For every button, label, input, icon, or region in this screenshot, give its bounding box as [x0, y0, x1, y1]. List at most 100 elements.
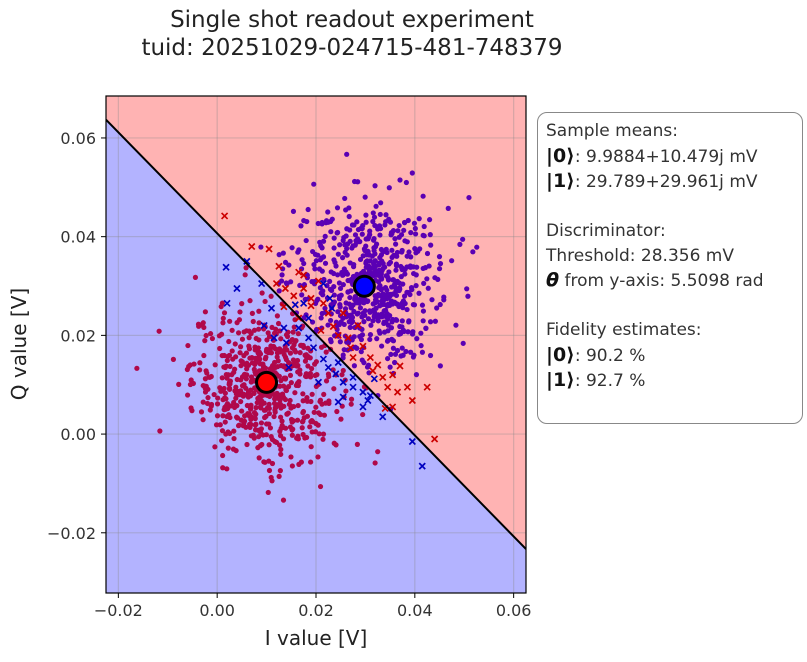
- data-point-state1: [389, 319, 395, 325]
- cross-stroke: [304, 334, 313, 342]
- decision-boundary: [106, 118, 526, 550]
- data-point-state1: [359, 314, 365, 320]
- data-point-state0: [348, 396, 355, 402]
- data-point-state0: [283, 356, 289, 363]
- data-point-state1: [289, 245, 295, 251]
- data-point-state0: [239, 359, 245, 365]
- data-point-state1: [343, 300, 349, 306]
- data-point-state1: [397, 177, 403, 183]
- data-point-state0: [207, 374, 213, 380]
- misclassified-state0-point: [408, 396, 416, 405]
- data-point-state0: [221, 385, 227, 392]
- data-point-state0: [331, 386, 337, 392]
- cross-stroke: [334, 398, 342, 406]
- cross-stroke: [408, 396, 416, 405]
- data-point-state0: [272, 364, 279, 370]
- misclassified-state0-point: [388, 371, 397, 379]
- data-point-state1: [367, 309, 373, 315]
- data-point-state0: [285, 410, 291, 416]
- data-point-state1: [424, 250, 431, 257]
- misclassified-state0-point: [272, 279, 281, 288]
- data-point-state0: [275, 320, 282, 327]
- data-point-state1: [399, 345, 405, 351]
- data-point-state1: [372, 310, 378, 316]
- data-point-state1: [333, 263, 339, 269]
- data-point-state1: [279, 272, 285, 278]
- data-point-state1: [331, 235, 337, 241]
- data-point-state1: [373, 203, 379, 209]
- cross-stroke: [300, 271, 308, 279]
- data-point-state0: [239, 301, 245, 307]
- data-point-state0: [360, 411, 366, 418]
- misclassified-state1-point: [267, 304, 276, 312]
- data-point-state0: [288, 454, 294, 460]
- data-point-state0: [289, 463, 295, 469]
- cross-stroke: [328, 304, 336, 312]
- misclassified-state1-point: [319, 355, 328, 363]
- cross-stroke: [272, 279, 281, 288]
- data-point-state1: [437, 301, 443, 308]
- data-point-state0: [304, 395, 310, 401]
- data-point-state1: [436, 266, 443, 272]
- data-point-state0: [333, 442, 339, 448]
- data-point-state1: [370, 218, 376, 225]
- data-point-state1: [363, 243, 369, 249]
- data-point-state0: [249, 360, 256, 366]
- data-point-state1: [349, 337, 355, 343]
- data-point-state1: [343, 207, 349, 213]
- misclassified-state0-point: [248, 242, 256, 251]
- cross-stroke: [339, 309, 347, 317]
- cross-stroke: [326, 294, 334, 302]
- data-point-state1: [315, 252, 321, 258]
- data-point-state0: [170, 356, 176, 362]
- data-point-state1: [346, 213, 352, 220]
- data-point-state1: [357, 256, 364, 263]
- ket-0: |0⟩: [546, 144, 575, 167]
- x-tick-label: −0.02: [94, 601, 143, 620]
- data-point-state0: [313, 404, 319, 410]
- misclassified-state1-point: [291, 301, 299, 309]
- data-point-state0: [229, 327, 235, 333]
- cross-stroke: [280, 324, 288, 332]
- data-point-state1: [363, 212, 369, 218]
- data-point-state0: [219, 438, 225, 444]
- data-point-state0: [330, 367, 336, 373]
- data-point-state1: [276, 288, 282, 294]
- data-point-state1: [416, 216, 422, 222]
- data-point-state1: [436, 254, 443, 260]
- cross-stroke: [349, 383, 357, 391]
- data-point-state0: [343, 388, 349, 394]
- data-point-state0: [223, 363, 229, 369]
- data-point-state0: [191, 361, 197, 367]
- data-point-state0: [278, 446, 284, 453]
- data-point-state0: [231, 435, 237, 442]
- data-point-state0: [249, 310, 255, 316]
- data-point-state1: [359, 357, 365, 363]
- data-point-state0: [297, 367, 303, 373]
- fidelity0-line: |0⟩: 90.2 %: [546, 343, 794, 369]
- misclassified-state0-point: [396, 362, 404, 370]
- data-point-state0: [307, 374, 314, 380]
- data-point-state0: [304, 434, 310, 441]
- data-point-state0: [302, 373, 309, 379]
- data-point-state1: [327, 317, 334, 324]
- data-point-state1: [348, 305, 354, 311]
- data-point-state1: [342, 195, 348, 202]
- data-point-state0: [317, 483, 324, 490]
- data-point-state1: [340, 282, 346, 288]
- data-point-state1: [340, 352, 346, 358]
- data-point-state0: [241, 418, 248, 424]
- cross-stroke: [282, 339, 290, 347]
- cross-stroke: [379, 373, 387, 381]
- data-point-state0: [232, 341, 238, 347]
- data-point-state1: [394, 317, 400, 323]
- data-point-state0: [283, 387, 290, 394]
- data-point-state0: [293, 362, 299, 369]
- data-point-state0: [280, 497, 287, 503]
- data-point-state0: [205, 395, 211, 401]
- misclassified-state0-point: [366, 353, 374, 362]
- data-point-state1: [385, 355, 391, 362]
- data-point-state1: [421, 280, 427, 286]
- data-point-state1: [429, 297, 435, 303]
- data-point-state1: [344, 151, 350, 157]
